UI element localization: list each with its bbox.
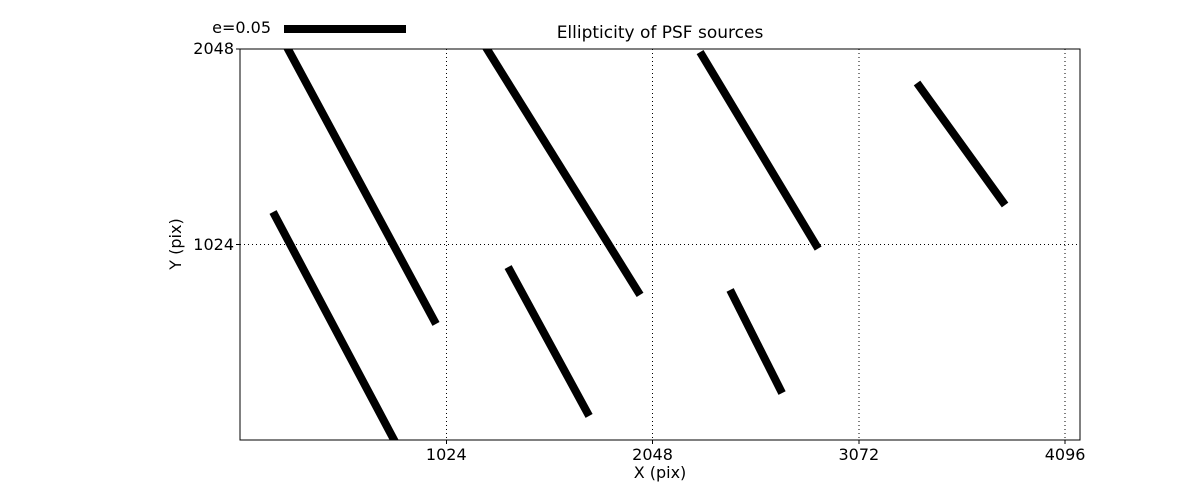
x-tick-label-1024: 1024 xyxy=(425,445,467,464)
whisker-segment-4 xyxy=(504,265,593,418)
whisker-segment-1 xyxy=(283,49,440,326)
quiver-key-bar-icon xyxy=(284,25,406,33)
y-tick-label-2048: 2048 xyxy=(193,39,234,58)
y-tick-label-1024: 1024 xyxy=(193,234,234,254)
x-axis-label: X (pix) xyxy=(633,463,687,482)
whisker-segment-7 xyxy=(913,80,1009,208)
x-tick-label-4096: 4096 xyxy=(1044,445,1086,464)
plot-title: Ellipticity of PSF sources xyxy=(556,23,764,43)
whisker-segment-2 xyxy=(269,210,399,440)
x-tick-label-2048: 2048 xyxy=(632,445,673,464)
whisker-segment-3 xyxy=(482,49,644,298)
quiver-key-label: e=0.05 xyxy=(212,18,271,37)
whisker-segment-6 xyxy=(726,288,786,395)
x-tick-label-3072: 3072 xyxy=(838,445,880,464)
whisker-segment-5 xyxy=(696,49,822,251)
